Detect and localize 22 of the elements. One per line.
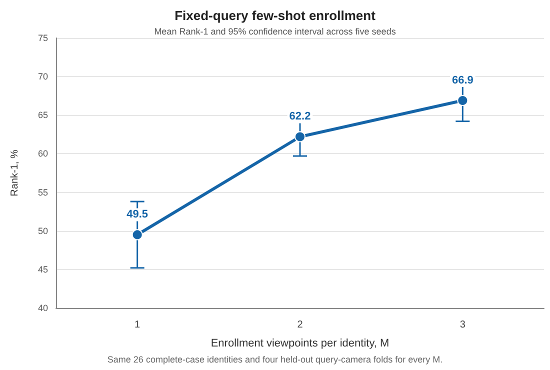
y-tick-label: 65 <box>38 110 48 120</box>
data-label: 66.9 <box>452 74 474 86</box>
data-label: 49.5 <box>126 208 148 221</box>
x-tick-label: 2 <box>297 320 304 330</box>
x-tick-label: 3 <box>460 320 466 330</box>
y-tick-label: 55 <box>38 187 48 198</box>
point <box>457 94 468 106</box>
y-tick-label: 70 <box>38 72 48 82</box>
chart-subtitle: Mean Rank-1 and 95% confidence interval across five seeds <box>154 26 396 36</box>
point <box>294 131 306 142</box>
point <box>132 229 143 240</box>
chart-title: Fixed-query few-shot enrollment <box>174 8 376 23</box>
y-tick-label: 40 <box>38 303 48 313</box>
y-tick-label: 50 <box>38 226 48 236</box>
y-axis-title: Rank-1, % <box>10 150 20 196</box>
y-tick-label: 45 <box>38 264 48 274</box>
x-tick-label: 1 <box>134 320 141 330</box>
y-tick-label: 60 <box>38 148 48 159</box>
text: Same 26 complete-case identities and four held-out query-camera folds for every M. <box>107 354 443 364</box>
x-axis-title: Enrollment viewpoints per identity, M <box>210 338 390 350</box>
data-label: 62.2 <box>289 110 311 123</box>
y-tick-label: 75 <box>38 33 48 43</box>
